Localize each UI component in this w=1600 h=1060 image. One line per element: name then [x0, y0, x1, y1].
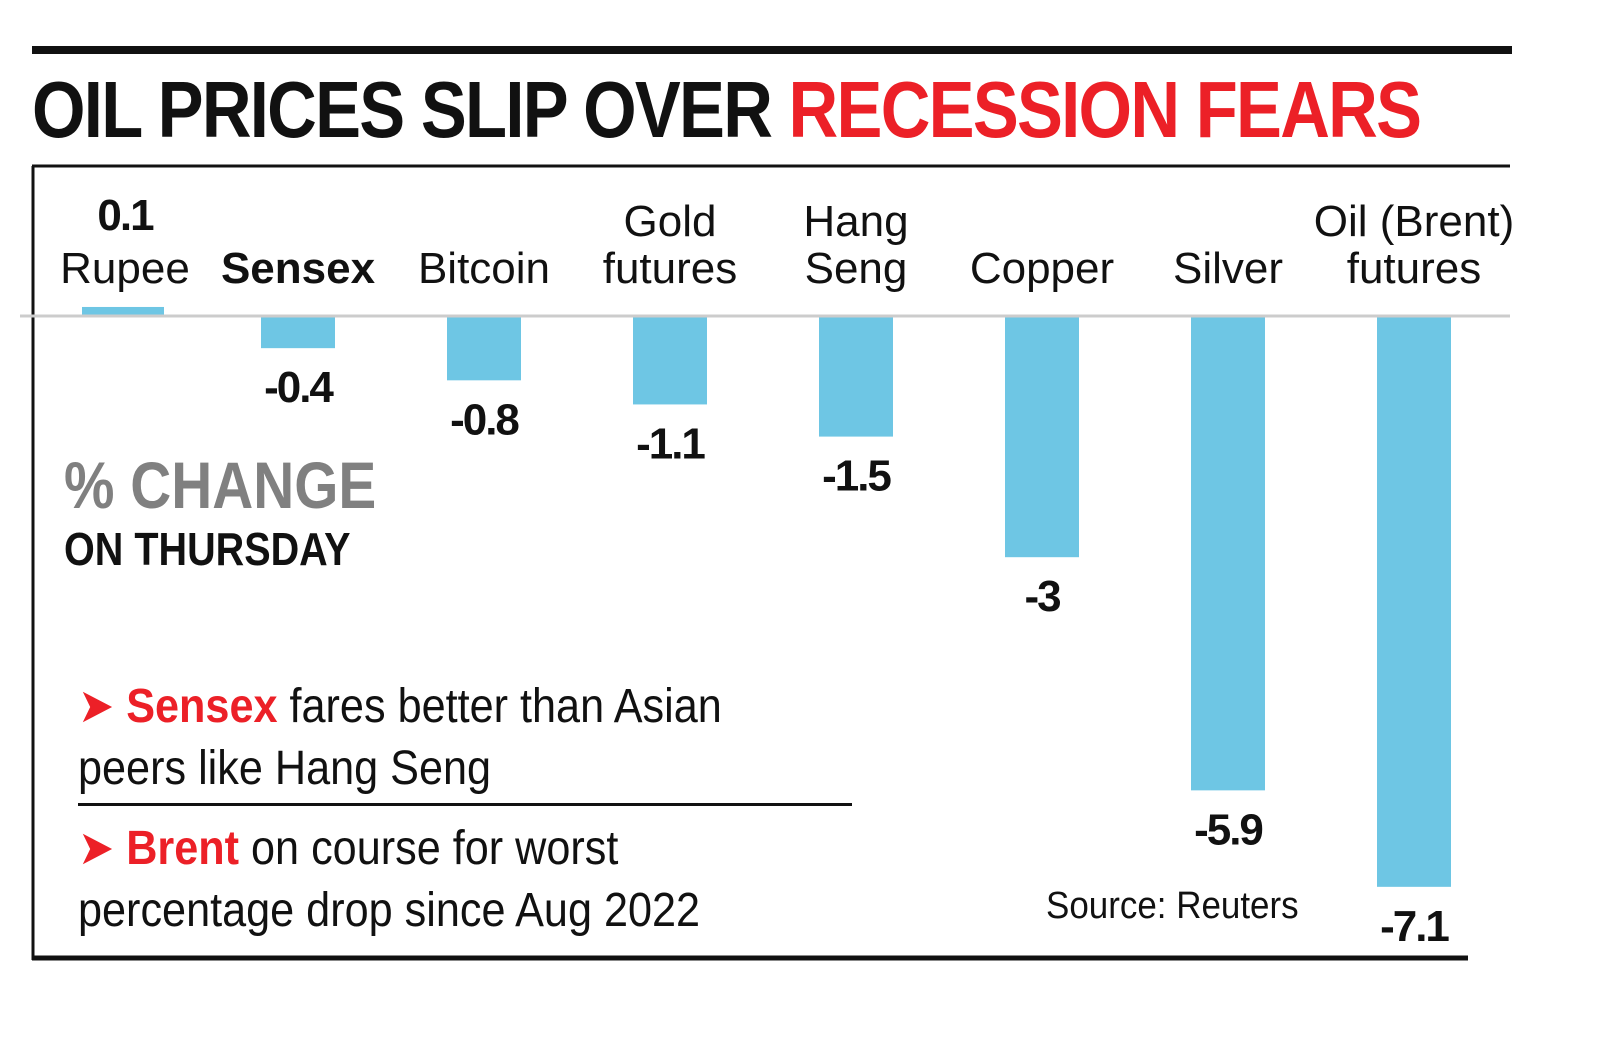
headline-part-1: OIL PRICES SLIP OVER	[32, 65, 789, 154]
category-label: Silver	[1173, 244, 1283, 293]
note-sensex: ➤ Sensex fares better than Asian peers l…	[78, 676, 780, 800]
note-text: on course for worst percentage drop sinc…	[78, 822, 701, 937]
note-text: fares better than Asian peers like Hang …	[78, 680, 722, 795]
bar-7	[1377, 316, 1451, 887]
chart-subtitle: % CHANGE ON THURSDAY	[64, 448, 427, 576]
category-label: Copper	[970, 244, 1114, 293]
value-label: 0.1	[97, 191, 154, 240]
value-label: -1.1	[636, 419, 705, 468]
source-credit: Source: Reuters	[1046, 885, 1299, 927]
note-highlight: Sensex	[126, 680, 278, 733]
value-label: -0.4	[264, 363, 334, 412]
bar-2	[447, 316, 521, 381]
bar-3	[633, 316, 707, 405]
note-highlight: Brent	[126, 822, 240, 875]
bars-layer	[82, 306, 1451, 887]
arrow-icon: ➤	[78, 680, 115, 733]
category-label: Oil (Brent)	[1314, 197, 1514, 246]
bar-0	[82, 306, 164, 315]
category-label: Rupee	[60, 244, 190, 293]
subtitle-line-1: % CHANGE	[64, 448, 377, 522]
bar-6	[1191, 316, 1265, 791]
category-label: futures	[603, 244, 738, 293]
bar-4	[819, 316, 893, 437]
category-label: futures	[1347, 244, 1482, 293]
category-label: Seng	[805, 244, 908, 293]
category-label: Sensex	[221, 244, 376, 293]
value-label: -3	[1024, 572, 1060, 621]
bar-5	[1005, 316, 1079, 558]
top-rule	[32, 46, 1512, 54]
category-label: Hang	[803, 197, 908, 246]
headline: OIL PRICES SLIP OVER RECESSION FEARS	[32, 62, 1422, 158]
category-label: Gold	[624, 197, 717, 246]
bar-1	[261, 316, 335, 349]
subtitle-line-2: ON THURSDAY	[64, 523, 351, 575]
note-brent: ➤ Brent on course for worst percentage d…	[78, 818, 780, 942]
value-label: -1.5	[822, 452, 891, 501]
category-label: Bitcoin	[418, 244, 550, 293]
value-label: -0.8	[450, 395, 519, 444]
note-divider	[78, 803, 852, 806]
value-label: -7.1	[1380, 902, 1449, 951]
arrow-icon: ➤	[78, 822, 115, 875]
value-label: -5.9	[1194, 805, 1262, 854]
labels-layer: Rupee0.1Sensex-0.4Bitcoin-0.8Goldfutures…	[60, 191, 1514, 951]
headline-part-2: RECESSION FEARS	[788, 65, 1422, 154]
